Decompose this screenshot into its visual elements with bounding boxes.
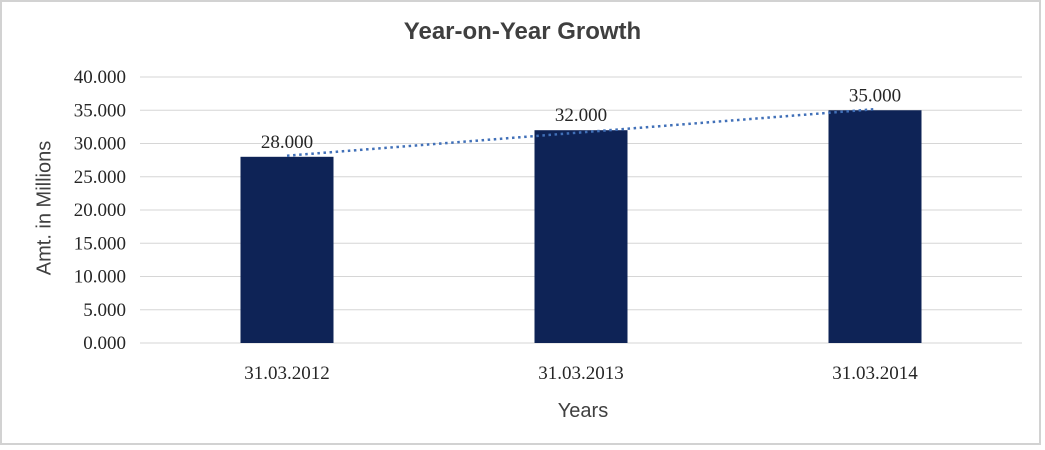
data-label: 28.000 (261, 132, 313, 153)
y-tick-label: 15.000 (74, 233, 126, 254)
y-tick-label: 30.000 (74, 134, 126, 155)
x-axis-title: Years (557, 400, 609, 422)
bar (828, 110, 922, 343)
bar (534, 130, 628, 343)
y-tick-label: 40.000 (74, 67, 126, 88)
y-tick-label: 0.000 (83, 333, 126, 354)
chart-title: Year-on-Year Growth (403, 18, 642, 45)
y-tick-label: 35.000 (74, 100, 126, 121)
category-label: 31.03.2013 (538, 363, 624, 384)
category-label: 31.03.2012 (244, 363, 330, 384)
data-label: 32.000 (555, 105, 607, 126)
y-tick-label: 10.000 (74, 267, 126, 288)
data-label: 35.000 (849, 85, 901, 106)
category-label: 31.03.2014 (832, 363, 918, 384)
bar (240, 156, 334, 343)
y-tick-label: 25.000 (74, 167, 126, 188)
y-tick-label: 5.000 (83, 300, 126, 321)
y-tick-label: 20.000 (74, 200, 126, 221)
trendline (286, 107, 876, 157)
